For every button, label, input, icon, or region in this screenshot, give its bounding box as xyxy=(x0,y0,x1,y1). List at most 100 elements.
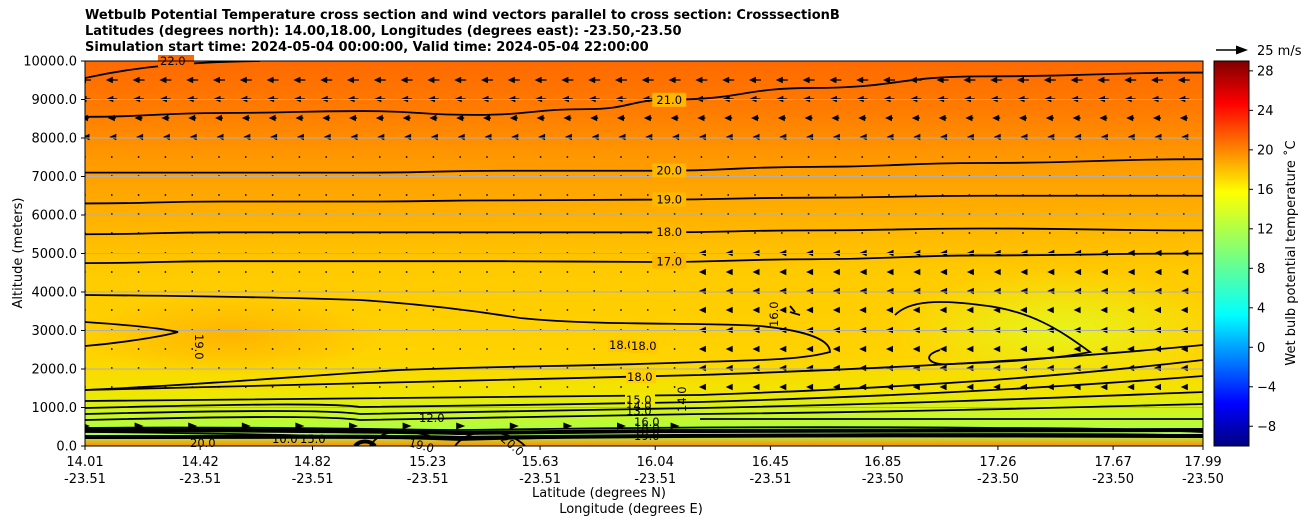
wind-vector xyxy=(486,348,488,350)
contour-labels: 22.0 19.0 18.0 18.0 18.0 16.0 15.0 14.0 … xyxy=(158,54,781,459)
wind-vector xyxy=(646,156,649,158)
wind-vector xyxy=(486,290,488,292)
x-tick-label-lon: -23.50 xyxy=(977,472,1019,487)
wind-vector xyxy=(191,367,194,369)
wind-vector xyxy=(856,76,869,84)
wind-vector xyxy=(780,194,783,196)
wind-vector xyxy=(1075,156,1078,158)
wind-vector xyxy=(593,271,596,273)
y-tick-label: 1000.0 xyxy=(32,401,78,416)
wind-vector xyxy=(191,271,194,273)
contour-label-14b: 14.0 xyxy=(675,386,689,412)
wind-vector xyxy=(483,114,491,122)
wind-vector xyxy=(913,133,921,141)
wind-vector xyxy=(405,194,408,196)
wind-vector xyxy=(965,114,974,122)
wind-vector xyxy=(159,76,172,84)
wind-vector xyxy=(1102,156,1105,158)
wind-vector xyxy=(293,76,306,84)
wind-vector xyxy=(806,383,814,391)
wind-vector xyxy=(512,156,515,158)
wind-vector xyxy=(378,367,381,369)
wind-vector xyxy=(511,133,519,141)
wind-vector xyxy=(593,348,596,350)
wind-vector xyxy=(164,156,167,158)
wind-vector xyxy=(132,76,145,84)
wind-vector xyxy=(539,194,542,196)
wind-vector xyxy=(1180,364,1188,372)
wind-vector xyxy=(85,424,90,428)
wind-vector xyxy=(725,383,733,391)
x-tick-label-lon: -23.51 xyxy=(64,472,106,487)
wind-vector xyxy=(1126,114,1135,122)
wind-vector xyxy=(352,213,354,215)
wind-vector xyxy=(405,309,408,311)
wind-vector xyxy=(752,133,760,141)
x-tick-label-lon: -23.51 xyxy=(634,472,676,487)
wind-vector xyxy=(832,268,840,276)
y-tick-label: 10000.0 xyxy=(23,55,77,70)
x-tick-label-lon: -23.51 xyxy=(179,472,221,487)
wind-vector xyxy=(137,271,140,273)
wind-vector xyxy=(777,114,786,122)
colorbar-frame xyxy=(1213,60,1250,447)
wind-vector xyxy=(1182,156,1185,158)
wind-vector xyxy=(432,271,435,273)
wind-vector xyxy=(400,76,413,84)
wind-vector xyxy=(615,76,627,84)
contour-label-20a: 20.0 xyxy=(190,436,216,450)
wind-vector xyxy=(752,345,760,353)
wind-vector xyxy=(888,194,890,196)
wind-vector xyxy=(244,290,247,292)
wind-vector xyxy=(137,348,140,350)
wind-vector xyxy=(352,348,354,350)
wind-vector xyxy=(914,232,917,234)
x-axis-title-2: Longitude (degrees E) xyxy=(559,502,703,517)
wind-vector xyxy=(832,306,840,314)
wind-vector xyxy=(566,348,569,350)
wind-vector xyxy=(296,133,304,141)
wind-vector xyxy=(966,364,974,372)
wind-vector xyxy=(993,383,1001,391)
contour-14 xyxy=(85,375,1203,409)
wind-vector xyxy=(673,271,676,273)
x-tick-label-lon: -23.51 xyxy=(292,472,334,487)
wind-vector xyxy=(512,348,515,350)
wind-vector xyxy=(188,114,197,122)
wind-vector xyxy=(1075,213,1078,215)
wind-vector xyxy=(459,348,462,350)
wind-vector xyxy=(700,156,703,158)
wind-vector xyxy=(780,232,783,234)
wind-vector xyxy=(218,348,220,350)
contour-label: 20.0 xyxy=(656,163,682,177)
wind-vector xyxy=(646,213,649,215)
y-axis-title: Altitude (meters) xyxy=(11,198,26,309)
wind-vector xyxy=(486,309,488,311)
wind-vector xyxy=(727,213,730,215)
gridlines xyxy=(85,99,1203,408)
wind-vector xyxy=(963,76,976,84)
wind-vector xyxy=(432,213,435,215)
y-tick-label: 6000.0 xyxy=(32,209,78,224)
x-tick-label-lat: 16.45 xyxy=(752,455,789,470)
contour-label-cluster-3: 19.0 xyxy=(634,429,660,443)
wind-vector xyxy=(432,348,435,350)
wind-vector xyxy=(378,213,381,215)
wind-vector xyxy=(539,348,542,350)
wind-vector xyxy=(566,213,569,215)
wind-vector xyxy=(940,268,948,276)
wind-vector xyxy=(1129,156,1132,158)
wind-vector xyxy=(325,348,328,350)
wind-vector xyxy=(186,76,199,84)
x-tick-label-lat: 14.82 xyxy=(294,455,331,470)
wind-vector xyxy=(914,156,917,158)
x-tick-label-lon: -23.50 xyxy=(1182,472,1224,487)
wind-vector xyxy=(646,386,649,388)
wind-vector xyxy=(566,309,569,311)
wind-vector xyxy=(1072,114,1081,122)
wind-vector xyxy=(593,156,596,158)
wind-vector xyxy=(618,133,626,141)
wind-vector xyxy=(323,133,331,141)
wind-vector xyxy=(486,156,488,158)
x-tick-label-lon: -23.50 xyxy=(862,472,904,487)
